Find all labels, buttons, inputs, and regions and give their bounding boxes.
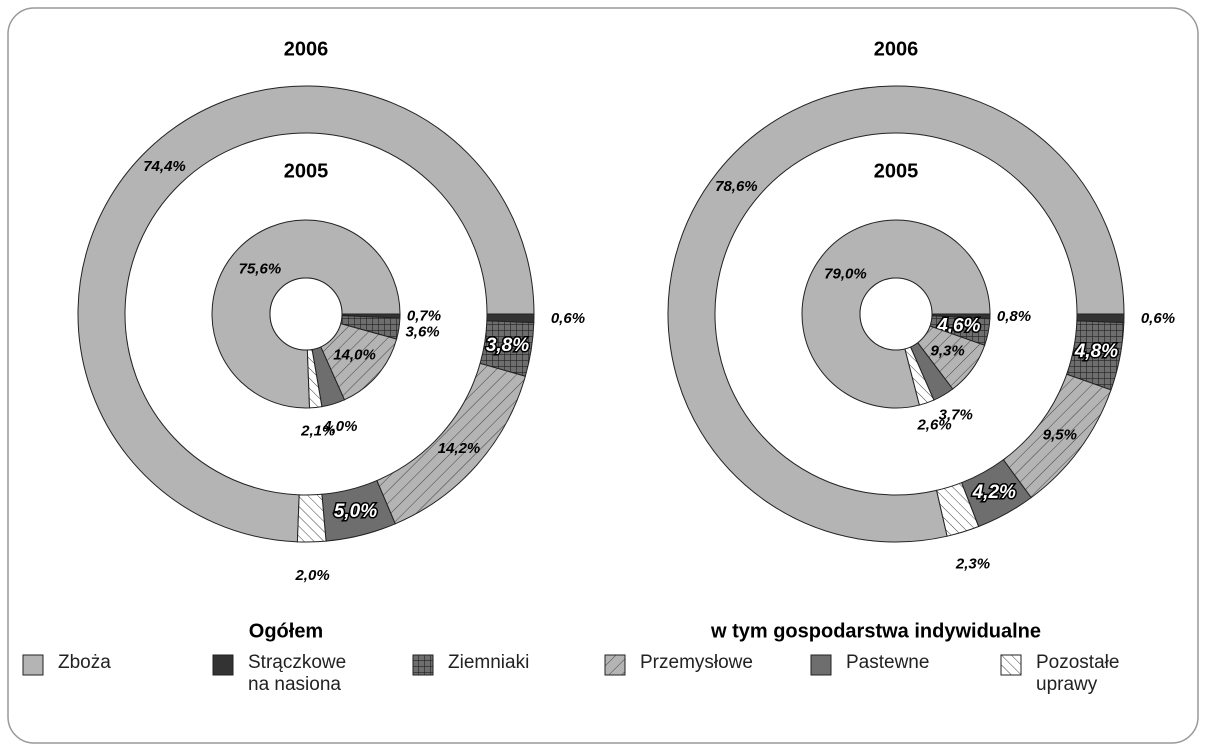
value-label: 14,2% bbox=[438, 440, 481, 457]
value-label: 3,7% bbox=[939, 407, 973, 424]
legend-item: Zboża bbox=[22, 652, 168, 676]
value-label: 75,6% bbox=[239, 261, 282, 278]
value-label: 0,8% bbox=[997, 308, 1031, 325]
legend-label: Zboża bbox=[58, 652, 111, 673]
legend-color bbox=[22, 654, 44, 676]
legend-swatch bbox=[412, 654, 434, 676]
wedge: Pozostałe uprawy bbox=[935, 482, 980, 537]
value-label: 2,1% bbox=[300, 422, 335, 439]
wedge: Zboża bbox=[77, 85, 535, 543]
legend-item: Pozostałe uprawy bbox=[1000, 652, 1146, 696]
hole bbox=[269, 277, 343, 351]
legend-swatch bbox=[1000, 654, 1022, 676]
legend-color bbox=[212, 654, 234, 676]
value-label: 74,4% bbox=[143, 158, 186, 175]
value-label: 2,6% bbox=[916, 416, 951, 433]
legend-label: Pozostałe uprawy bbox=[1036, 652, 1120, 695]
value-label: 0,6% bbox=[1141, 310, 1175, 327]
legend-item: Pastewne bbox=[810, 652, 956, 676]
pie-title: w tym gospodarstwa indywidualne bbox=[710, 620, 1041, 642]
value-label: 3,6% bbox=[405, 323, 439, 340]
legend-swatch bbox=[810, 654, 832, 676]
value-label: 3,8% bbox=[486, 335, 529, 356]
legend-item: Ziemniaki bbox=[412, 652, 558, 676]
value-label: 4,2% bbox=[972, 482, 1016, 503]
legend-item: Przemysłowe bbox=[604, 652, 753, 676]
legend: Zboża Strączkowe na nasiona Ziemniaki bbox=[0, 652, 1206, 732]
hole bbox=[859, 277, 933, 351]
value-label: 2,3% bbox=[955, 555, 990, 572]
value-label: 9,5% bbox=[1043, 426, 1077, 443]
wedge: Zboża bbox=[667, 85, 1125, 543]
legend-color bbox=[810, 654, 832, 676]
value-label: 2,0% bbox=[294, 567, 329, 584]
legend-color bbox=[604, 654, 626, 676]
legend-swatch bbox=[212, 654, 234, 676]
wedge: Pozostałe uprawy bbox=[296, 493, 327, 543]
legend-item: Strączkowe na nasiona bbox=[212, 652, 358, 696]
legend-color bbox=[1000, 654, 1022, 676]
pie-title: Ogółem bbox=[249, 620, 323, 642]
ring-label: 2005 bbox=[284, 160, 329, 182]
legend-label: Ziemniaki bbox=[448, 652, 530, 673]
legend-label: Przemysłowe bbox=[640, 652, 753, 673]
value-label: 4,0% bbox=[322, 418, 357, 435]
ring-label: 2005 bbox=[874, 160, 919, 182]
frame bbox=[7, 7, 1199, 744]
value-label: 78,6% bbox=[715, 178, 758, 195]
value-label: 4,8% bbox=[1074, 341, 1118, 362]
value-label: 14,0% bbox=[333, 347, 376, 364]
ring-label: 2006 bbox=[874, 38, 919, 60]
value-label: 4,6% bbox=[936, 315, 980, 336]
value-label: 0,6% bbox=[551, 310, 585, 327]
value-label: 0,7% bbox=[407, 308, 441, 325]
legend-swatch bbox=[22, 654, 44, 676]
legend-label: Strączkowe na nasiona bbox=[248, 652, 347, 695]
legend-color bbox=[412, 654, 434, 676]
value-label: 79,0% bbox=[824, 266, 867, 283]
value-label: 5,0% bbox=[334, 501, 377, 522]
ring-label: 2006 bbox=[284, 38, 329, 60]
legend-label: Pastewne bbox=[846, 652, 930, 673]
legend-swatch bbox=[604, 654, 626, 676]
value-label: 9,3% bbox=[931, 343, 965, 360]
